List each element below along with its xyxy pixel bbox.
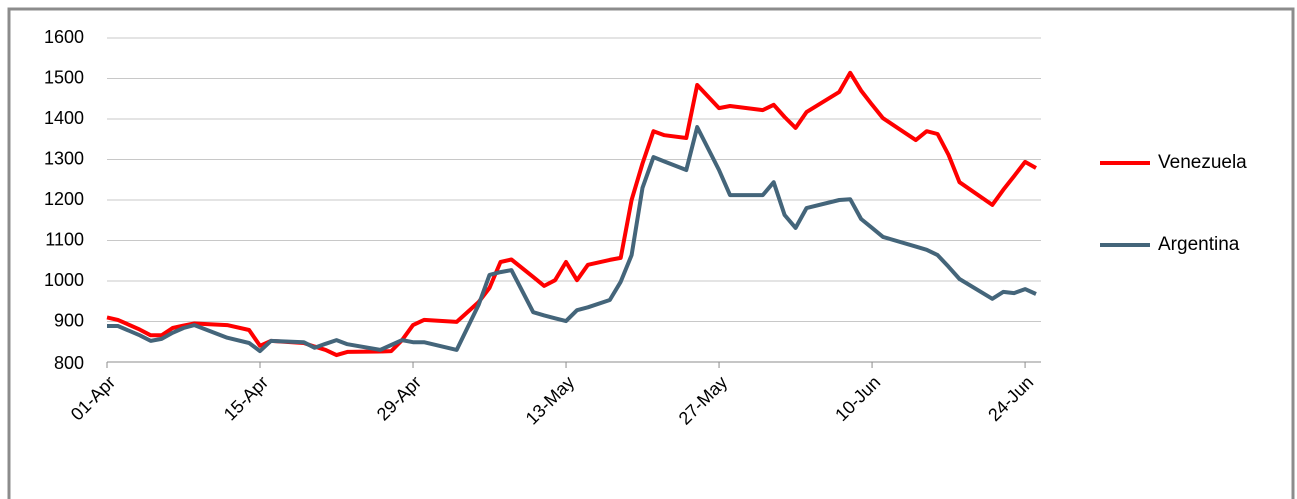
- x-tick-label: 10-Jun: [831, 372, 884, 425]
- series-line: [107, 125, 1037, 354]
- legend-label: Argentina: [1158, 234, 1240, 255]
- y-tick-label: 1200: [44, 189, 84, 209]
- x-tick-label: 29-Apr: [373, 372, 425, 424]
- y-tick-label: 1300: [44, 148, 84, 168]
- x-tick-label: 27-May: [675, 372, 732, 429]
- x-tick-label: 13-May: [522, 372, 579, 429]
- frame: [7, 7, 1295, 499]
- legend-label: Venezuela: [1158, 152, 1247, 173]
- x-tick-label: 01-Apr: [67, 372, 119, 424]
- y-tick-label: 1500: [44, 67, 84, 87]
- y-tick-label: 1400: [44, 108, 84, 128]
- y-tick-label: 1600: [44, 27, 84, 47]
- series-line: [106, 70, 1037, 358]
- x-tick-label: 15-Apr: [220, 372, 272, 424]
- y-tick-label: 800: [54, 353, 84, 373]
- x-tick-label: 24-Jun: [984, 372, 1037, 425]
- y-tick-label: 1100: [45, 229, 84, 249]
- y-tick-label: 1000: [44, 270, 84, 290]
- y-tick-label: 900: [54, 310, 84, 330]
